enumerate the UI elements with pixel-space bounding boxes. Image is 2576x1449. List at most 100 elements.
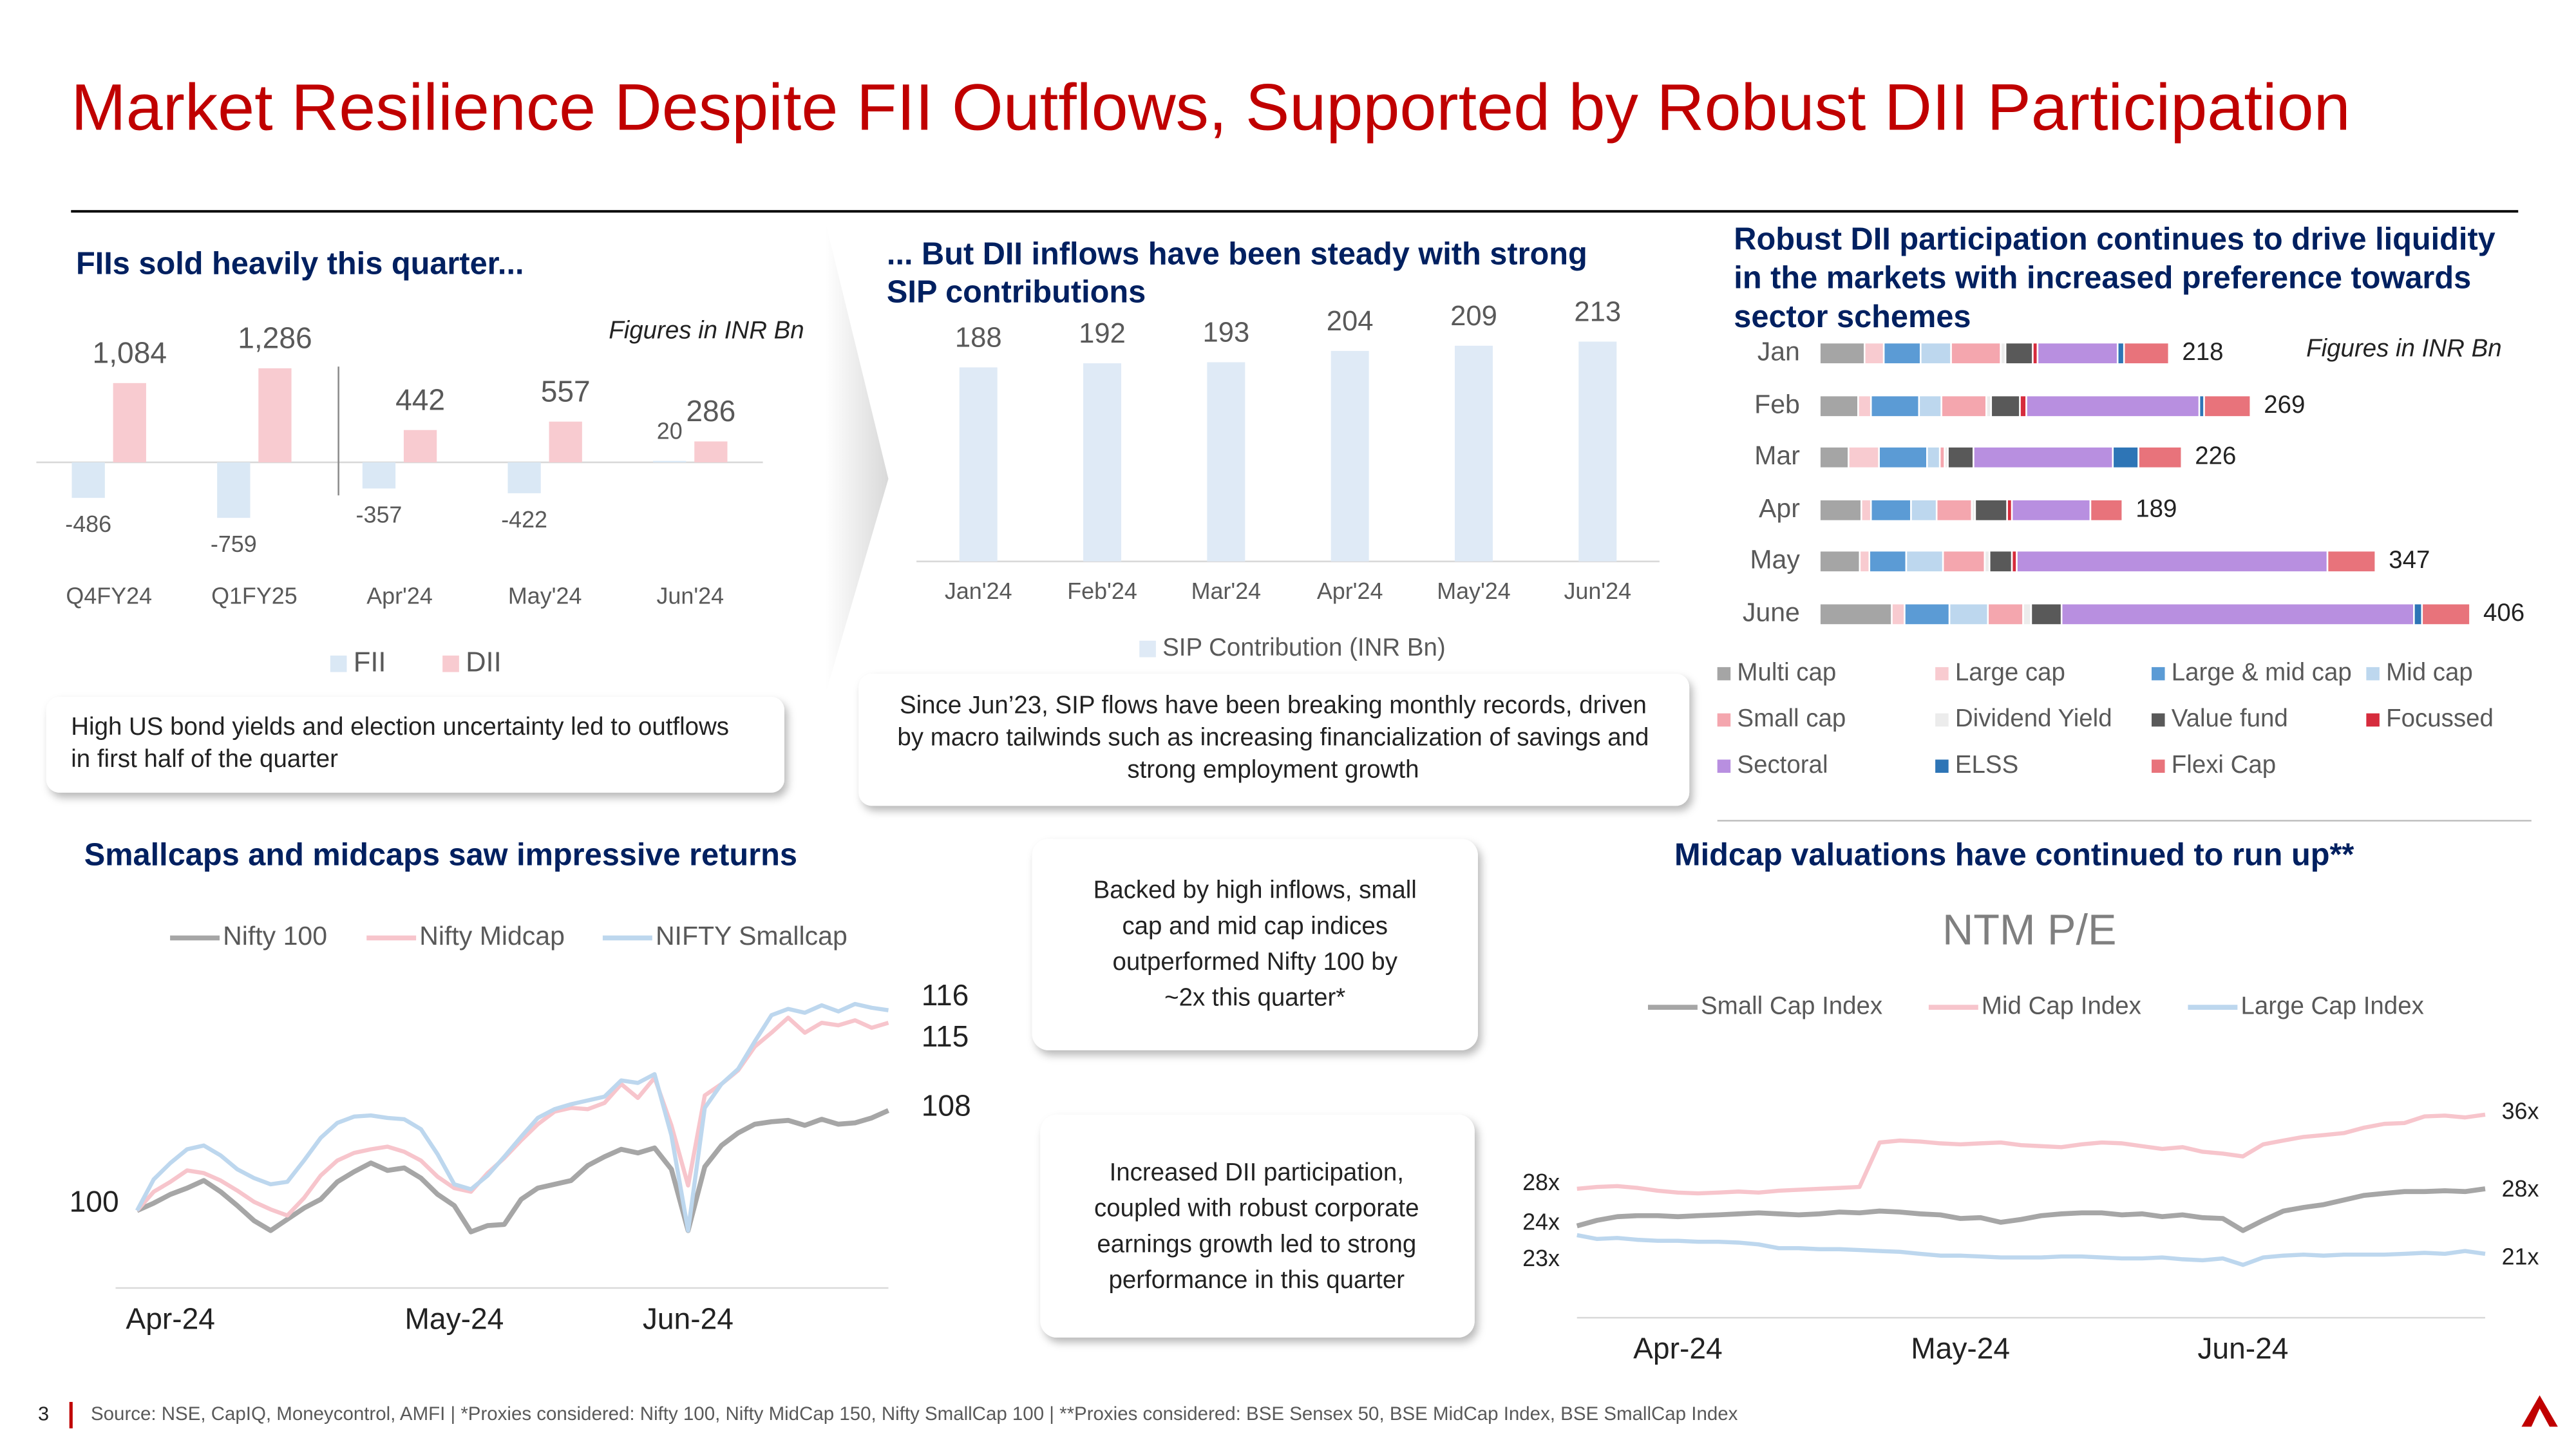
- data-label: -422: [501, 507, 547, 533]
- legend-swatch: [2152, 759, 2165, 773]
- bar-segment: [2413, 602, 2423, 626]
- callout-text-line: earnings growth led to strong: [1097, 1231, 1416, 1258]
- chart-title: Robust DII participation continues to dr…: [1734, 222, 2495, 334]
- footer-source: Source: NSE, CapIQ, Moneycontrol, AMFI |…: [91, 1403, 1738, 1425]
- chart-title-line: sector schemes: [1734, 299, 1971, 334]
- bar-segment: [1878, 446, 1928, 469]
- bar-segment: [1910, 498, 1938, 522]
- bar: [549, 421, 582, 462]
- chart-title: Smallcaps and midcaps saw impressive ret…: [84, 838, 797, 873]
- callout-text-line: High US bond yields and election uncerta…: [71, 713, 729, 741]
- callout-box: [46, 697, 784, 793]
- bar: [217, 462, 251, 518]
- bar-segment: [1942, 549, 1986, 573]
- bar-segment: [1926, 446, 1941, 469]
- data-label: 23x: [1522, 1245, 1560, 1271]
- legend-label: FII: [354, 647, 386, 677]
- bar-segment: [1861, 498, 1872, 522]
- data-label: 209: [1450, 301, 1497, 332]
- logo: [2521, 1395, 2558, 1427]
- bar-segment: [1864, 341, 1885, 365]
- legend-label: SIP Contribution (INR Bn): [1162, 634, 1446, 661]
- data-label: 36x: [2502, 1099, 2539, 1124]
- bar-segment: [2089, 498, 2124, 522]
- legend-label: Nifty Midcap: [419, 921, 565, 951]
- data-label: 286: [686, 394, 735, 428]
- data-label: 108: [922, 1089, 971, 1122]
- bar-segment: [1819, 549, 1861, 573]
- bar-segment: [2060, 602, 2415, 626]
- x-tick-label: Apr'24: [1317, 578, 1383, 604]
- data-label: 1,084: [93, 336, 167, 369]
- bar: [258, 368, 292, 462]
- y-tick-label: Feb: [1754, 390, 1800, 419]
- x-tick-label: Mar'24: [1191, 578, 1262, 604]
- chart-title: Midcap valuations have continued to run …: [1674, 838, 2354, 873]
- bar: [362, 462, 396, 489]
- bar: [1331, 350, 1369, 562]
- total-label: 218: [2182, 338, 2223, 366]
- legend-swatch: [442, 655, 459, 672]
- legend-swatch: [2152, 667, 2165, 681]
- data-label: -486: [65, 511, 111, 537]
- x-tick-label: Apr'24: [366, 583, 433, 609]
- y-tick-label: June: [1743, 598, 1800, 627]
- bar-segment: [1990, 394, 2021, 418]
- bar-segment: [1948, 602, 1989, 626]
- callout-text-line: cap and mid cap indices: [1122, 912, 1388, 940]
- x-tick-label: May'24: [1437, 578, 1511, 604]
- data-label: 100: [70, 1184, 119, 1218]
- x-tick-label: Jun'24: [1564, 578, 1631, 604]
- bar-segment: [1987, 602, 2024, 626]
- x-tick-label: May-24: [1911, 1332, 2010, 1365]
- legend-label: Focussed: [2386, 705, 2494, 732]
- callout-text-line: Since Jun’23, SIP flows have been breaki…: [900, 692, 1647, 719]
- callout-text: Backed by high inflows, small cap and mid…: [1094, 876, 1417, 1012]
- legend-swatch: [2366, 667, 2380, 681]
- bar: [113, 383, 146, 462]
- data-label: 442: [395, 383, 445, 416]
- y-tick-label: Apr: [1759, 493, 1800, 523]
- bar-segment: [2036, 341, 2119, 365]
- bar-segment: [2025, 394, 2201, 418]
- legend-swatch: [1935, 667, 1949, 681]
- bar-segment: [2123, 341, 2170, 365]
- total-label: 406: [2483, 599, 2524, 627]
- data-label: 1,286: [238, 321, 312, 354]
- series-line: [135, 1001, 889, 1233]
- bar-segment: [1920, 341, 1952, 365]
- bar: [1454, 345, 1493, 562]
- total-label: 189: [2136, 495, 2177, 522]
- bar-segment: [1988, 549, 2013, 573]
- callout-box: [1032, 838, 1478, 1050]
- callout-text-line: by macro tailwinds such as increasing fi…: [897, 724, 1649, 752]
- bar-segment: [2022, 602, 2032, 626]
- x-tick-label: Apr-24: [1633, 1332, 1722, 1365]
- legend-label: Multi cap: [1737, 658, 1836, 686]
- callout-text-line: Increased DII participation,: [1110, 1159, 1404, 1186]
- bar: [71, 462, 105, 498]
- bar-segment: [1935, 498, 1973, 522]
- bar-segment: [1819, 602, 1893, 626]
- legend-label: Value fund: [2172, 705, 2288, 732]
- x-tick-label: Jun-24: [2197, 1332, 2288, 1365]
- y-tick-label: Mar: [1754, 440, 1800, 470]
- bar-segment: [2421, 602, 2471, 626]
- legend-label: Dividend Yield: [1955, 705, 2112, 732]
- total-label: 347: [2389, 546, 2430, 574]
- data-label: 193: [1202, 317, 1249, 348]
- bar-segment: [1870, 394, 1920, 418]
- x-tick-label: Jan'24: [945, 578, 1012, 604]
- bar-segment: [2116, 341, 2125, 365]
- x-tick-label: Feb'24: [1067, 578, 1137, 604]
- y-tick-label: May: [1750, 545, 1800, 574]
- legend-swatch: [1717, 667, 1731, 681]
- callout-text: Since Jun’23, SIP flows have been breaki…: [897, 692, 1649, 784]
- callout-text: High US bond yields and election uncerta…: [71, 713, 729, 773]
- slide-title: Market Resilience Despite FII Outflows, …: [71, 70, 2350, 144]
- chart-title-line: SIP contributions: [887, 274, 1146, 309]
- series-line: [1577, 1112, 2486, 1196]
- bar-segment: [1819, 498, 1862, 522]
